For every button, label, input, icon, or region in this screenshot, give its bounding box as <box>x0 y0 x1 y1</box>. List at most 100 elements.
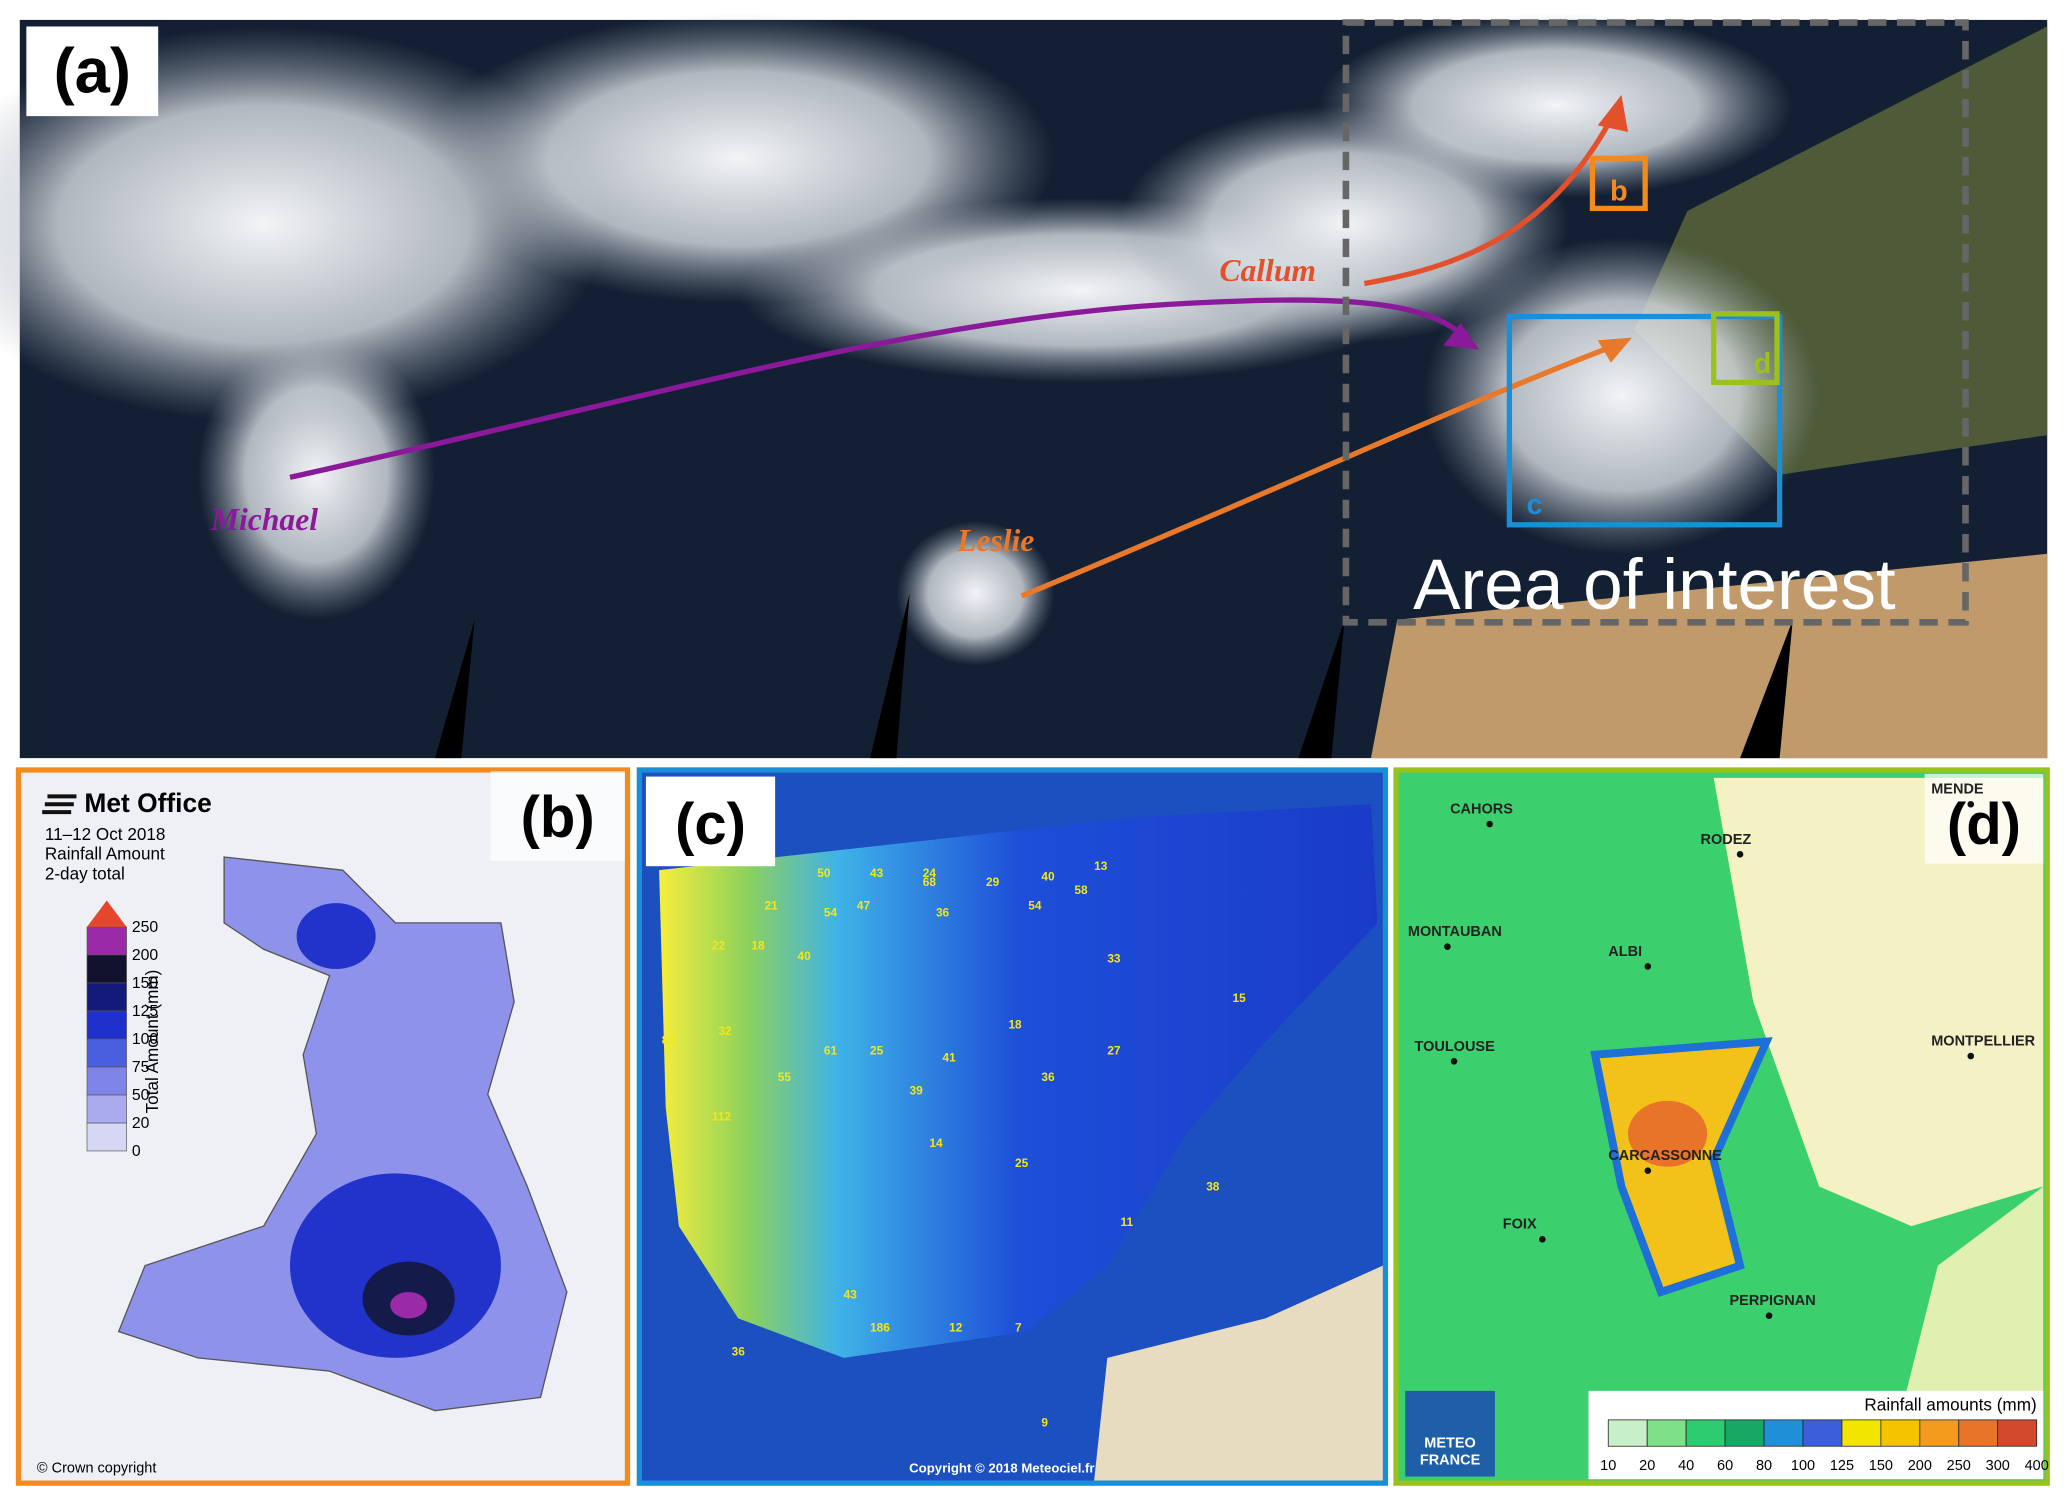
date: 11–12 Oct 2018 <box>45 824 166 844</box>
legend-swatch <box>1607 1419 1648 1447</box>
legend-swatch <box>86 982 127 1012</box>
track-callum <box>1363 110 1618 287</box>
footer: © Crown copyright <box>37 1461 156 1477</box>
label-box <box>645 776 776 867</box>
cloud <box>1318 13 1793 198</box>
legend-swatch <box>1919 1419 1960 1447</box>
legend-tick-label: 150 <box>1869 1458 1893 1474</box>
city-dot <box>1486 820 1493 828</box>
station-value: 15 <box>1233 991 1247 1005</box>
legend-swatch <box>1685 1419 1726 1447</box>
subtitle: Rainfall Amount <box>45 844 165 864</box>
legend-swatch <box>1802 1419 1843 1447</box>
station-value: 29 <box>986 875 1000 889</box>
panel-a: (a) Michael Leslie Callum b c d Area of … <box>0 13 2048 759</box>
arrow-head <box>1597 95 1629 132</box>
city-label: CARCASSONNE <box>1608 1148 1722 1164</box>
city-dot <box>1444 943 1451 950</box>
legend-swatch <box>1724 1419 1765 1447</box>
station-value: 9 <box>1041 1415 1048 1429</box>
storm-label: Callum <box>1219 253 1316 288</box>
station-value: 14 <box>929 1136 943 1150</box>
legend-tick-label: 125 <box>1830 1458 1854 1474</box>
station-value: 27 <box>1107 1044 1121 1058</box>
legend-tick-label: 20 <box>1639 1458 1655 1474</box>
station-value: 36 <box>936 905 950 919</box>
city-dot <box>1967 1052 1975 1060</box>
legend-tick-label: 100 <box>132 1031 159 1048</box>
city-dot <box>1644 1167 1652 1175</box>
city-label: MONTPELLIER <box>1931 1033 2035 1049</box>
station-value: 68 <box>923 875 937 889</box>
station-value: 55 <box>778 1070 792 1084</box>
legend-swatch <box>1880 1419 1921 1447</box>
city-dot <box>1539 1235 1546 1243</box>
cloud <box>197 329 436 620</box>
legend-tick-label: 10 <box>1600 1458 1616 1474</box>
city-dot <box>1450 1058 1458 1065</box>
city-dot <box>1765 1312 1773 1320</box>
city-label: TOULOUSE <box>1414 1039 1495 1055</box>
box-label: d <box>1754 348 1772 380</box>
brand: Met Office <box>84 788 211 818</box>
legend-tick-label: 75 <box>132 1059 150 1076</box>
legend-tick-label: 400 <box>2025 1458 2049 1474</box>
station-value: 81 <box>662 1033 676 1047</box>
legend-tick-label: 40 <box>1678 1458 1694 1474</box>
station-value: 47 <box>857 899 871 913</box>
period: 2-day total <box>45 863 125 883</box>
station-value: 39 <box>910 1083 924 1097</box>
legend-swatch <box>1763 1419 1804 1447</box>
panel-label: (d) <box>1947 792 2021 857</box>
logo <box>1405 1390 1495 1477</box>
city-label: FOIX <box>1503 1217 1537 1233</box>
station-value: 21 <box>765 899 779 913</box>
box-label: c <box>1527 489 1543 521</box>
legend-tick-label: 300 <box>1986 1458 2010 1474</box>
station-value: 61 <box>824 1044 838 1058</box>
rain-peak <box>390 1292 428 1319</box>
station-value: 18 <box>751 938 765 952</box>
rain-core <box>296 903 376 970</box>
station-value: 11 <box>1121 1215 1134 1229</box>
city-label: PERPIGNAN <box>1730 1293 1816 1309</box>
legend-tick-label: 80 <box>1756 1458 1772 1474</box>
legend-tick-label: 100 <box>1791 1458 1815 1474</box>
track-michael <box>289 297 1466 480</box>
station-value: 7 <box>1015 1321 1022 1335</box>
station-value: 50 <box>817 866 831 880</box>
label-box <box>490 771 625 861</box>
station-value: 40 <box>1041 870 1055 884</box>
city-dot <box>1644 963 1652 970</box>
box-label: b <box>1610 175 1628 207</box>
panel-label: (c) <box>675 792 746 857</box>
box-c <box>1506 313 1783 528</box>
low-rain-area <box>1713 777 2044 1227</box>
legend-cap <box>87 900 127 927</box>
legend-tick-label: 150 <box>132 975 159 992</box>
station-value: 112 <box>712 1110 732 1124</box>
arrow-head <box>1597 337 1632 363</box>
station-value: 40 <box>798 949 812 963</box>
cloud <box>1423 237 1820 554</box>
city-label: CAHORS <box>1450 801 1513 817</box>
station-value: 43 <box>844 1288 858 1302</box>
legend-tick-label: 20 <box>132 1115 150 1132</box>
legend-swatch <box>1958 1419 1999 1447</box>
station-value: 38 <box>1206 1179 1220 1193</box>
logo-text: FRANCE <box>1420 1453 1481 1469</box>
station-value: 36 <box>732 1344 746 1358</box>
station-value: 18 <box>1008 1017 1022 1031</box>
area-label: Area of interest <box>1413 546 1896 625</box>
arrow-head <box>1443 323 1480 350</box>
legend-swatch <box>1997 1419 2038 1447</box>
africa-land <box>1094 1265 1383 1481</box>
station-value: 54 <box>1028 899 1042 913</box>
legend-tick-label: 125 <box>132 1003 159 1020</box>
station-value: 12 <box>949 1321 963 1335</box>
legend-tick-label: 250 <box>132 919 159 936</box>
legend-tick-label: 200 <box>1908 1458 1932 1474</box>
box-b <box>1589 155 1648 212</box>
